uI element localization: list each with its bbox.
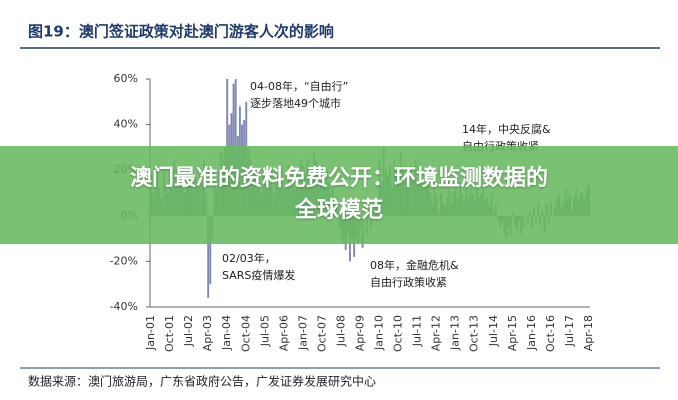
annotation: 02/03年， — [222, 251, 276, 265]
x-tick-label: Jan-16 — [525, 315, 538, 351]
banner-line: 全球模范 — [294, 198, 383, 223]
x-tick-label: Apr-06 — [277, 315, 290, 351]
x-tick-label: Oct-16 — [544, 315, 557, 352]
x-tick-label: Jul-02 — [182, 315, 195, 347]
x-tick-label: Apr-18 — [582, 315, 595, 351]
x-tick-label: Apr-15 — [506, 315, 519, 351]
annotation: 14年，中央反腐& — [462, 122, 551, 136]
annotation: SARS疫情爆发 — [222, 268, 295, 282]
x-tick-label: Jan-13 — [449, 315, 462, 351]
x-tick-label: Jul-11 — [411, 315, 424, 347]
annotation: 自由行政策收紧 — [370, 275, 447, 289]
x-tick-label: Jul-14 — [487, 315, 500, 347]
x-tick-label: Jan-07 — [296, 315, 309, 351]
x-tick-label: Oct-04 — [239, 315, 252, 352]
x-tick-label: Oct-10 — [392, 315, 405, 352]
x-tick-label: Jul-08 — [334, 315, 347, 347]
x-tick-label: Apr-03 — [201, 315, 214, 351]
x-tick-label: Apr-12 — [430, 315, 443, 351]
y-tick-label: 40% — [114, 118, 138, 131]
x-tick-label: Jan-04 — [220, 315, 233, 351]
x-tick-label: Oct-13 — [468, 315, 481, 352]
x-tick-label: Jul-17 — [563, 315, 576, 347]
annotation: 08年，金融危机& — [370, 258, 459, 272]
chart-title: 图19：澳门签证政策对赴澳门游客人次的影响 — [28, 23, 334, 41]
annotation: 逐步落地49个城市 — [250, 96, 341, 110]
source: 数据来源：澳门旅游局，广东省政府公告，广发证券发展研究中心 — [28, 374, 376, 389]
x-tick-label: Jan-10 — [373, 315, 386, 351]
banner: 澳门最准的资料免费公开：环境监测数据的 全球模范 — [0, 146, 678, 244]
bar — [209, 215, 212, 285]
x-tick-label: Jul-05 — [258, 315, 271, 347]
y-tick-label: 60% — [114, 72, 138, 85]
bar — [207, 215, 210, 298]
x-tick-label: Oct-07 — [315, 315, 328, 352]
x-tick-label: Apr-09 — [353, 315, 366, 351]
annotation: 04-08年，“自由行” — [250, 79, 348, 93]
x-tick-label: Oct-01 — [163, 315, 176, 352]
x-tick-label: Jan-01 — [144, 315, 157, 351]
y-tick-label: -40% — [110, 300, 138, 313]
banner-line: 澳门最准的资料免费公开：环境监测数据的 — [129, 166, 548, 191]
y-tick-label: -20% — [110, 254, 138, 267]
